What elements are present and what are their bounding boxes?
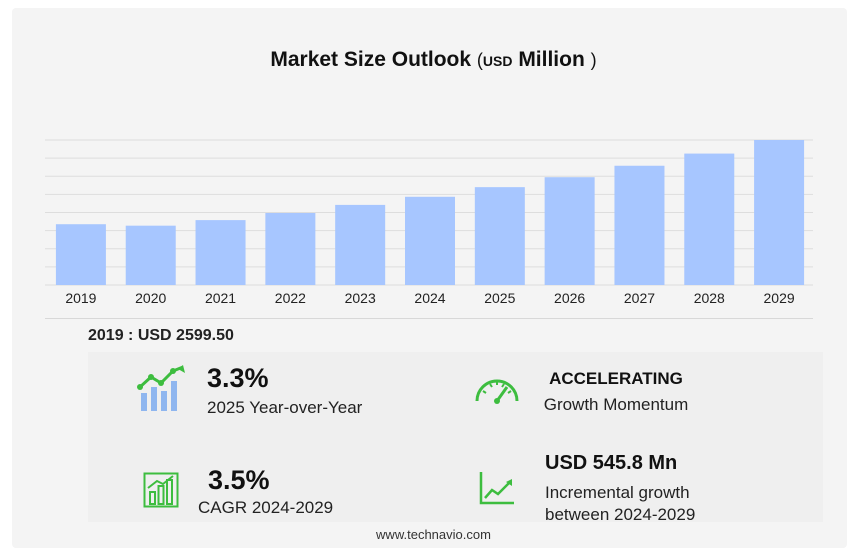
- bar-2026: [544, 177, 595, 285]
- bar-2025: [474, 187, 525, 285]
- bar-chart: 2019 2020 2021 2022 2023 2024 2025 2026 2027 2028…: [45, 139, 813, 306]
- x-tick-label-2025: 2025: [484, 290, 515, 306]
- x-tick-label-2027: 2027: [624, 290, 655, 306]
- yoy-label: 2025 Year-over-Year: [207, 398, 363, 417]
- x-tick-label-2029: 2029: [764, 290, 795, 306]
- title-unit-suffix: Million: [518, 48, 585, 71]
- title-close-paren: ): [590, 50, 597, 70]
- momentum-kpi: ACCELERATING Growth Momentum: [536, 369, 696, 415]
- x-tick-label-2028: 2028: [694, 290, 725, 306]
- x-tick-label-2019: 2019: [65, 290, 96, 306]
- cagr-kpi: 3.5% CAGR 2024-2029: [198, 465, 333, 518]
- cagr-value: 3.5%: [208, 465, 270, 495]
- momentum-value: ACCELERATING: [549, 369, 683, 388]
- growth-chart-icon: [137, 365, 185, 411]
- chart-title: Market Size Outlook (USD Million ): [0, 48, 867, 72]
- x-tick-label-2024: 2024: [414, 290, 445, 306]
- title-open-paren: (: [476, 50, 483, 70]
- bar-2023: [335, 204, 386, 285]
- bar-chart-icon: [143, 472, 179, 508]
- x-tick-label-2023: 2023: [345, 290, 376, 306]
- bar-2022: [265, 213, 316, 285]
- yoy-kpi: 3.3% 2025 Year-over-Year: [207, 363, 362, 418]
- x-tick-label-2026: 2026: [554, 290, 585, 306]
- bar-2021: [195, 220, 246, 285]
- base-year-value: 2019 : USD 2599.50: [88, 327, 234, 344]
- bar-2024: [405, 196, 455, 285]
- bar-2019: [55, 224, 106, 285]
- x-tick-label-2020: 2020: [135, 290, 166, 306]
- source-footer: www.technavio.com: [376, 527, 491, 542]
- incremental-label-line2: between 2024-2029: [545, 505, 696, 524]
- incremental-label-line1: Incremental growth: [545, 483, 690, 502]
- yoy-value: 3.3%: [207, 363, 269, 393]
- bar-2027: [614, 165, 665, 285]
- x-tick-label-2022: 2022: [275, 290, 306, 306]
- bar-2020: [125, 225, 176, 285]
- chart-divider: [45, 318, 813, 319]
- speedometer-icon: [475, 379, 519, 404]
- line-chart-icon: [479, 472, 514, 505]
- title-unit-prefix: USD: [482, 53, 513, 69]
- momentum-label: Growth Momentum: [543, 395, 689, 414]
- bar-2028: [684, 153, 735, 285]
- x-tick-label-2021: 2021: [205, 290, 236, 306]
- incremental-kpi: USD 545.8 Mn Incremental growth between …: [545, 452, 695, 525]
- kpi-panel: [88, 352, 823, 522]
- incremental-value: USD 545.8 Mn: [545, 452, 678, 474]
- title-main: Market Size Outlook: [270, 48, 472, 71]
- cagr-label: CAGR 2024-2029: [198, 498, 334, 517]
- bar-2029: [754, 140, 805, 285]
